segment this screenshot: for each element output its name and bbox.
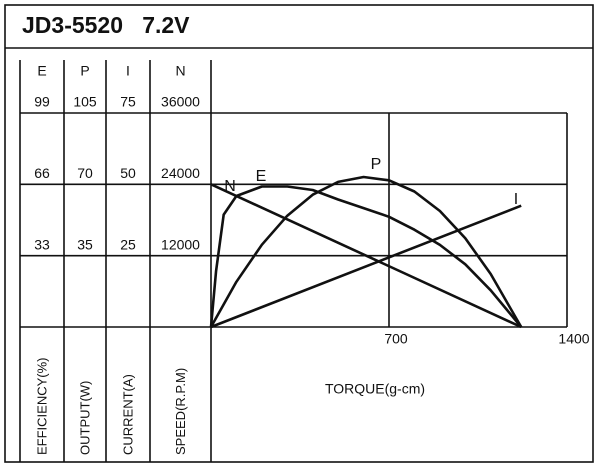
scale-header: E bbox=[37, 63, 46, 79]
series-line bbox=[210, 204, 522, 329]
series-line bbox=[210, 183, 522, 329]
scale-header: P bbox=[80, 63, 89, 79]
series-line bbox=[209, 175, 523, 328]
y-tick-label: 99 bbox=[34, 94, 50, 110]
y-tick-label: 105 bbox=[73, 94, 97, 110]
series-label: N bbox=[224, 178, 236, 195]
y-axis-label: OUTPUT(W) bbox=[77, 381, 92, 455]
y-tick-label: 66 bbox=[34, 165, 50, 181]
y-axis-label: SPEED(R.P.M) bbox=[173, 368, 188, 455]
x-tick-label: 1400 bbox=[558, 331, 589, 347]
y-tick-label: 35 bbox=[77, 236, 93, 252]
y-tick-label: 50 bbox=[120, 165, 136, 181]
scale-header: I bbox=[126, 63, 130, 79]
y-tick-label: 70 bbox=[77, 165, 93, 181]
y-axis-label: EFFICIENCY(%) bbox=[34, 358, 49, 456]
series-label: E bbox=[256, 168, 267, 185]
chart-title: JD3-5520 7.2V bbox=[22, 12, 190, 38]
y-tick-label: 36000 bbox=[161, 94, 200, 110]
chart-border bbox=[4, 4, 594, 463]
series-label: P bbox=[371, 156, 382, 173]
scale-header: N bbox=[175, 63, 185, 79]
x-tick-label: 700 bbox=[384, 331, 408, 347]
y-tick-label: 75 bbox=[120, 94, 136, 110]
y-axis-label: CURRENT(A) bbox=[120, 374, 135, 455]
y-tick-label: 12000 bbox=[161, 236, 200, 252]
y-tick-label: 33 bbox=[34, 236, 50, 252]
series-label: I bbox=[514, 191, 518, 208]
y-tick-label: 25 bbox=[120, 236, 136, 252]
x-axis-label: TORQUE(g-cm) bbox=[325, 381, 425, 397]
y-tick-label: 24000 bbox=[161, 165, 200, 181]
series-line bbox=[209, 185, 523, 328]
